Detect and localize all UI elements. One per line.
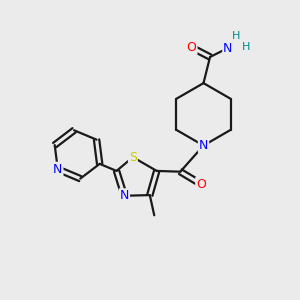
Text: N: N xyxy=(53,163,62,176)
Text: O: O xyxy=(196,178,206,191)
Text: O: O xyxy=(187,41,196,54)
Text: N: N xyxy=(120,189,129,202)
Text: H: H xyxy=(242,42,250,52)
Text: N: N xyxy=(199,139,208,152)
Text: H: H xyxy=(232,31,240,40)
Text: S: S xyxy=(129,151,137,164)
Text: N: N xyxy=(223,42,232,55)
